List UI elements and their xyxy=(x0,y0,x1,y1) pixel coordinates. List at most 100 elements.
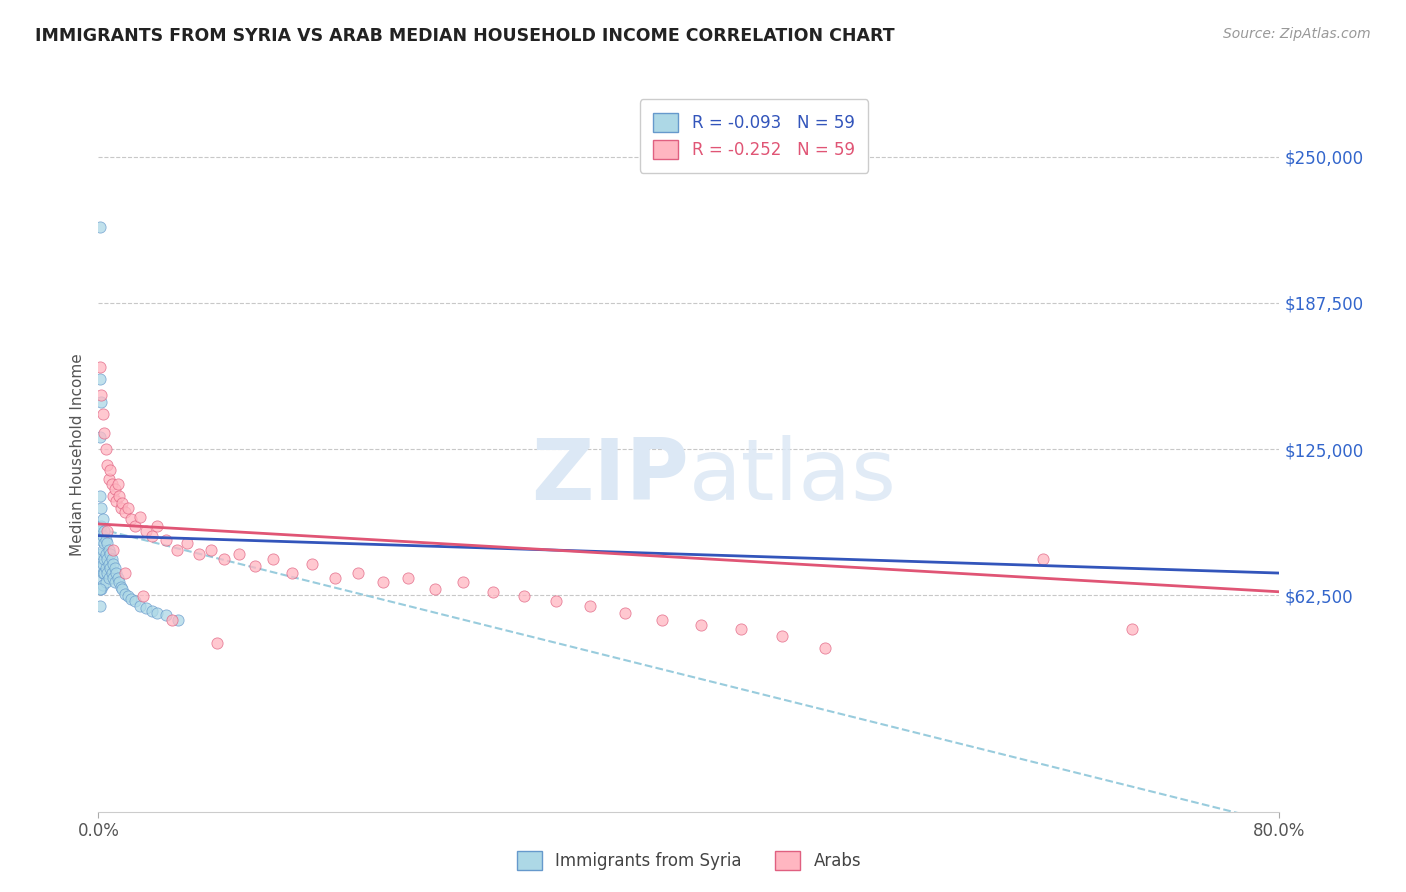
Point xyxy=(128,599,150,613)
Point xyxy=(132,590,155,604)
Point xyxy=(97,473,120,487)
Point xyxy=(689,617,711,632)
Point xyxy=(90,547,112,561)
Text: IMMIGRANTS FROM SYRIA VS ARAB MEDIAN HOUSEHOLD INCOME CORRELATION CHART: IMMIGRANTS FROM SYRIA VS ARAB MEDIAN HOU… xyxy=(35,27,894,45)
Point xyxy=(651,613,673,627)
Point xyxy=(373,575,395,590)
Point xyxy=(212,552,235,566)
Point xyxy=(93,552,115,566)
Point xyxy=(90,388,112,402)
Point xyxy=(187,547,209,561)
Point xyxy=(546,594,568,608)
Point xyxy=(167,613,190,627)
Point xyxy=(128,510,150,524)
Point xyxy=(100,566,122,580)
Point xyxy=(96,535,118,549)
Point xyxy=(89,489,111,503)
Point xyxy=(323,571,346,585)
Point xyxy=(105,566,128,580)
Point xyxy=(114,505,136,519)
Point xyxy=(94,533,117,548)
Point xyxy=(94,547,117,561)
Point xyxy=(205,636,228,650)
Point xyxy=(117,500,139,515)
Point xyxy=(103,571,125,585)
Point xyxy=(90,500,112,515)
Point xyxy=(97,557,120,571)
Point xyxy=(103,557,125,571)
Point xyxy=(141,603,163,617)
Point xyxy=(614,606,637,620)
Point xyxy=(90,571,112,585)
Point xyxy=(166,542,188,557)
Point xyxy=(176,535,198,549)
Point xyxy=(98,547,121,561)
Text: Source: ZipAtlas.com: Source: ZipAtlas.com xyxy=(1223,27,1371,41)
Point xyxy=(89,599,111,613)
Point xyxy=(96,458,118,473)
Point xyxy=(117,590,139,604)
Text: ZIP: ZIP xyxy=(531,434,689,518)
Point xyxy=(91,542,114,557)
Point xyxy=(107,477,129,491)
Point xyxy=(94,442,117,456)
Point xyxy=(90,395,112,409)
Point xyxy=(89,219,111,234)
Point xyxy=(90,519,112,533)
Point xyxy=(135,524,157,538)
Point xyxy=(89,430,111,444)
Point xyxy=(108,575,131,590)
Point xyxy=(89,372,111,386)
Point xyxy=(423,582,446,597)
Point xyxy=(579,599,602,613)
Point xyxy=(110,500,132,515)
Point xyxy=(396,571,419,585)
Point xyxy=(481,584,503,599)
Point xyxy=(98,463,121,477)
Point xyxy=(124,519,146,533)
Point xyxy=(97,542,120,557)
Point xyxy=(110,580,132,594)
Point xyxy=(451,575,474,590)
Point xyxy=(146,606,169,620)
Point xyxy=(155,608,177,623)
Point xyxy=(103,489,125,503)
Text: atlas: atlas xyxy=(689,434,897,518)
Point xyxy=(155,533,177,548)
Point xyxy=(91,557,114,571)
Point xyxy=(93,524,115,538)
Legend: Immigrants from Syria, Arabs: Immigrants from Syria, Arabs xyxy=(505,839,873,882)
Point xyxy=(94,575,117,590)
Point xyxy=(228,547,250,561)
Point xyxy=(93,535,115,549)
Point xyxy=(120,591,142,606)
Point xyxy=(96,566,118,580)
Point xyxy=(105,493,128,508)
Point xyxy=(93,566,115,580)
Point xyxy=(281,566,304,580)
Point xyxy=(1121,622,1143,636)
Point xyxy=(98,561,121,575)
Point xyxy=(262,552,284,566)
Point xyxy=(103,542,125,557)
Point xyxy=(114,566,136,580)
Point xyxy=(146,519,169,533)
Point xyxy=(93,425,115,440)
Point xyxy=(104,561,127,575)
Point xyxy=(108,489,131,503)
Point xyxy=(243,559,266,574)
Point xyxy=(141,528,163,542)
Point xyxy=(770,629,793,643)
Point xyxy=(111,582,134,597)
Point xyxy=(104,482,127,496)
Point xyxy=(91,407,114,421)
Point xyxy=(301,557,323,571)
Point xyxy=(135,601,157,615)
Point xyxy=(90,582,112,597)
Point xyxy=(124,594,146,608)
Point xyxy=(96,552,118,566)
Point xyxy=(89,552,111,566)
Point xyxy=(347,566,370,580)
Point xyxy=(100,552,122,566)
Point xyxy=(91,578,114,592)
